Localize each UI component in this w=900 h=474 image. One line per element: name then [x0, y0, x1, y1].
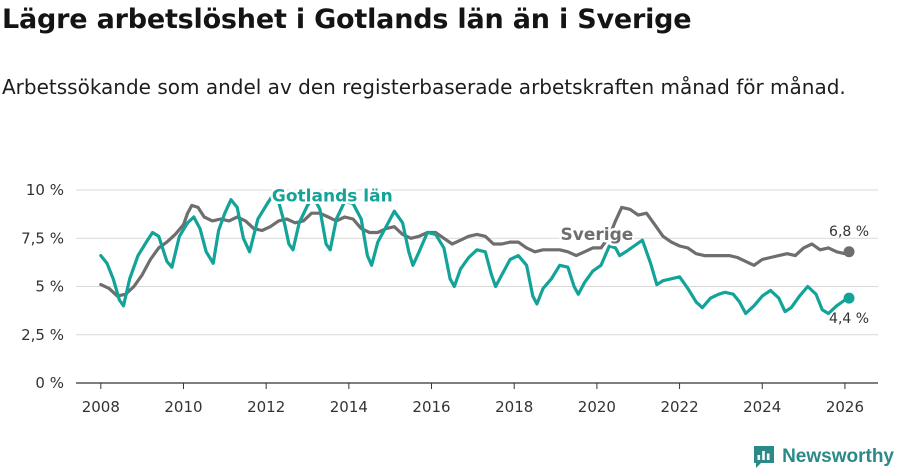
end-value-label: 6,8 % [829, 224, 869, 240]
y-axis: 0 % 2,5 % 5 % 7,5 % 10 % [21, 181, 64, 392]
series-label-halo: Sverige [561, 225, 634, 245]
series-label: Sverige [561, 225, 634, 245]
series-line-gotlands-län [99, 194, 851, 316]
end-point-sverige [843, 246, 855, 258]
series-line-sverige [99, 203, 851, 298]
gridlines [76, 189, 878, 336]
series-label: Gotlands län [272, 187, 393, 207]
y-tick-label: 0 % [35, 374, 64, 392]
y-tick-label: 7,5 % [21, 229, 64, 247]
chart-title: Lägre arbetslöshet i Gotlands län än i S… [2, 4, 692, 35]
end-value-label: 4,4 % [829, 311, 869, 327]
x-tick-label: 2026 [826, 398, 864, 416]
newsworthy-logo-icon [754, 446, 775, 468]
x-axis: 2008 2010 2012 2014 2016 2018 2020 2022 2024 2026 [76, 382, 878, 416]
x-tick-label: 2010 [164, 398, 202, 416]
y-tick-label: 2,5 % [21, 326, 64, 344]
series-group [99, 194, 855, 316]
x-tick-label: 2012 [247, 398, 285, 416]
x-tick-label: 2022 [660, 398, 698, 416]
end-point-gotlands-län [843, 292, 855, 304]
y-tick-label: 5 % [35, 278, 64, 296]
series-label-halo: Gotlands län [272, 187, 393, 207]
y-tick-label: 10 % [26, 181, 64, 199]
x-tick-label: 2008 [82, 398, 120, 416]
x-tick-label: 2018 [495, 398, 533, 416]
x-tick-label: 2024 [743, 398, 781, 416]
chart-subtitle: Arbetssökande som andel av den registerb… [2, 75, 846, 99]
x-tick-label: 2014 [330, 398, 368, 416]
x-tick-label: 2016 [412, 398, 450, 416]
line-chart: 2008 2010 2012 2014 2016 2018 2020 2022 2024 2026… [21, 181, 878, 416]
x-tick-label: 2020 [578, 398, 616, 416]
footer: Newsworthy [752, 444, 894, 470]
brand-name: Newsworthy [782, 446, 894, 467]
